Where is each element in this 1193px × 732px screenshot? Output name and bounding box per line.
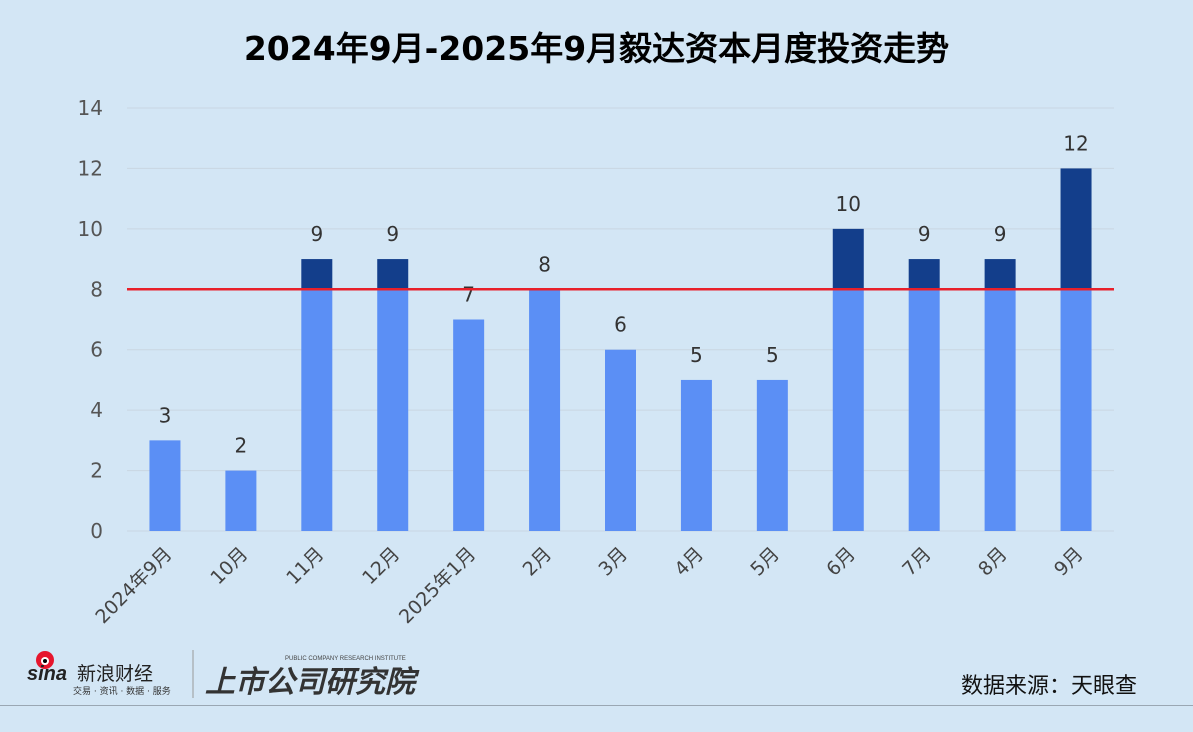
y-tick-label: 2 (90, 459, 103, 483)
data-label: 8 (538, 252, 551, 276)
data-label: 5 (690, 343, 703, 367)
data-label: 7 (462, 283, 475, 307)
svg-text:新浪财经: 新浪财经 (77, 663, 153, 685)
bar-excess (832, 228, 864, 290)
bar (1060, 289, 1092, 531)
x-tick-label: 7月 (898, 543, 936, 581)
x-tick-label: 10月 (206, 543, 252, 589)
institute-logo: 上市公司研究院 (205, 665, 420, 698)
y-tick-label: 6 (90, 338, 103, 362)
bar-chart: 0 2 4 6 8 10 12 14 3 2024年9月 2 10月 9 11月 9 12月 7 2025年1月 8… (78, 96, 1114, 628)
y-tick-label: 10 (78, 217, 103, 241)
x-tick-label: 3月 (594, 543, 632, 581)
x-tick-label: 8月 (974, 543, 1012, 581)
sina-logo: sina 新浪财经 交易 · 资讯 · 数据 · 服务 PUBLIC COMPA… (27, 650, 420, 700)
y-tick-label: 12 (78, 156, 103, 180)
bar (149, 440, 181, 531)
x-tick-label: 2月 (519, 543, 557, 581)
svg-text:sina: sina (27, 663, 67, 685)
y-tick-label: 14 (78, 96, 103, 120)
bar (225, 470, 257, 531)
data-label: 12 (1063, 131, 1088, 155)
data-source: 数据来源：天眼查 (960, 674, 1137, 699)
data-label: 5 (766, 343, 779, 367)
data-label: 6 (614, 313, 627, 337)
data-label: 3 (159, 403, 172, 427)
data-label: 9 (994, 222, 1007, 246)
x-tick-label: 2024年9月 (91, 543, 176, 628)
x-tick-label: 2025年1月 (395, 543, 480, 628)
data-label: 9 (918, 222, 931, 246)
bar-excess (908, 259, 940, 290)
bar (605, 349, 636, 531)
institute-en: PUBLIC COMPANY RESEARCH INSTITUTE (285, 656, 406, 662)
bar-excess (301, 259, 333, 290)
logos: sina 新浪财经 交易 · 资讯 · 数据 · 服务 PUBLIC COMPA… (25, 648, 425, 700)
bar (453, 319, 485, 531)
x-tick-label: 9月 (1050, 543, 1088, 581)
x-tick-label: 4月 (670, 543, 708, 581)
x-tick-label: 6月 (822, 543, 860, 581)
bar-excess (984, 259, 1016, 290)
bar (680, 379, 712, 531)
data-label: 2 (235, 434, 248, 458)
data-label: 9 (310, 222, 323, 246)
chart-title: 2024年9月-2025年9月毅达资本月度投资走势 (243, 29, 950, 68)
y-tick-label: 8 (90, 277, 103, 301)
bar (756, 379, 788, 531)
bar (832, 289, 864, 531)
x-tick-label: 11月 (282, 543, 328, 589)
sina-tagline: 交易 · 资讯 · 数据 · 服务 (73, 685, 171, 697)
bar (301, 289, 333, 531)
bar-excess (377, 259, 409, 290)
bar-excess (1060, 168, 1092, 290)
bar (908, 289, 940, 531)
y-tick-label: 0 (90, 519, 103, 543)
y-tick-label: 4 (90, 398, 103, 422)
x-tick-label: 12月 (358, 543, 404, 589)
bar (984, 289, 1016, 531)
data-label: 10 (836, 192, 861, 216)
bar (377, 289, 409, 531)
bar (529, 289, 561, 531)
footer-divider (0, 705, 1193, 706)
x-tick-label: 5月 (746, 543, 784, 581)
data-label: 9 (386, 222, 399, 246)
